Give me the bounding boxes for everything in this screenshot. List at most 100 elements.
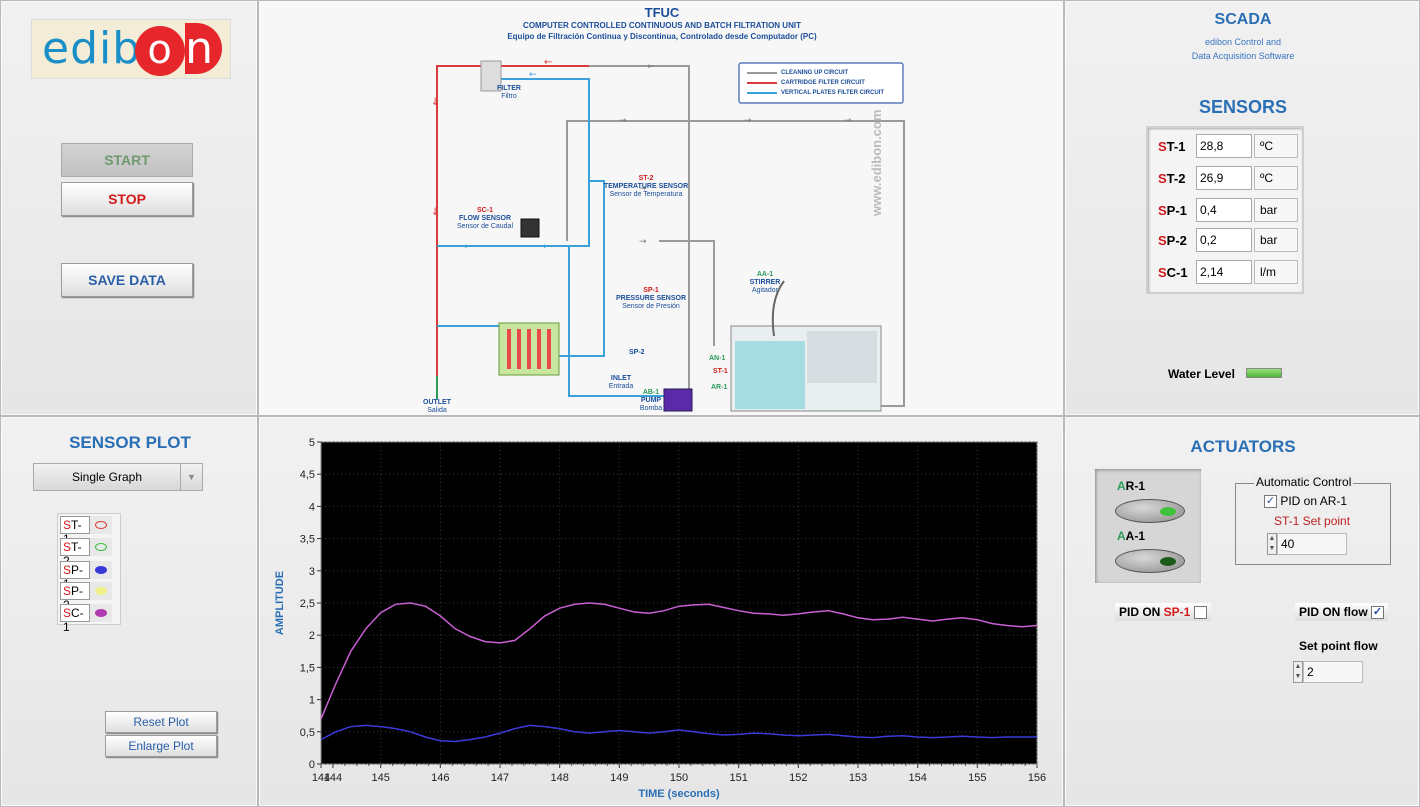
- edibon-logo: edib o n: [31, 19, 231, 79]
- scada-panel: SCADA edibon Control and Data Acquisitio…: [1064, 0, 1420, 416]
- x-tick-label: 153: [849, 772, 867, 784]
- legend-item-sp2[interactable]: SP-2: [60, 582, 112, 612]
- graph-mode-value: Single Graph: [71, 470, 143, 484]
- legend-item-sc1[interactable]: SC-1: [60, 604, 112, 634]
- pid-sp1-toggle[interactable]: PID ON SP-1: [1115, 603, 1211, 622]
- st1-setpoint-label: ST-1 Set point: [1274, 514, 1351, 528]
- setpoint-flow-control[interactable]: ▲ ▼ 2: [1293, 661, 1363, 683]
- stop-button[interactable]: STOP: [61, 182, 193, 216]
- water-level-label: Water Level: [1168, 367, 1235, 381]
- actuators-title: ACTUATORS: [1190, 437, 1296, 456]
- st2-value: 26,9: [1196, 166, 1252, 190]
- ar1-toggle[interactable]: [1115, 499, 1185, 523]
- flow-sensor-block: [520, 218, 540, 238]
- aa1-label: AA-1 STIRRER Agitador: [749, 271, 781, 294]
- st1-label: ST-1: [713, 368, 728, 375]
- sp2-swatch-icon: [95, 587, 107, 595]
- ar1-led-icon: [1160, 507, 1176, 516]
- pid-flow-checkbox[interactable]: ✓: [1371, 606, 1385, 620]
- pid-ar1-row[interactable]: ✓ PID on AR-1: [1264, 494, 1348, 509]
- aa1-led-icon: [1160, 557, 1176, 566]
- diagram-title: TFUC: [644, 5, 680, 20]
- inlet-label: INLET Entrada: [608, 375, 634, 390]
- y-tick-label: 0,5: [300, 727, 315, 739]
- pid-sp1-checkbox[interactable]: [1193, 606, 1207, 620]
- legend-cartridge-text: CARTRIDGE FILTER CIRCUIT: [781, 80, 865, 86]
- setpoint-flow-spinner[interactable]: ▲ ▼: [1293, 661, 1303, 683]
- x-tick-label: 144: [312, 772, 330, 784]
- enlarge-plot-button[interactable]: Enlarge Plot: [105, 735, 217, 757]
- filter-label: FILTER Filtro: [497, 85, 521, 100]
- y-tick-label: 2: [309, 630, 315, 642]
- flow-arrows-blue: ← ← →: [464, 70, 547, 252]
- svg-text:→: →: [429, 207, 440, 215]
- legend-item-sp1[interactable]: SP-1: [60, 561, 112, 591]
- st1-setpoint-input[interactable]: 40: [1277, 533, 1347, 555]
- sc1-label: SC-1 FLOW SENSOR Sensor de Caudal: [456, 207, 514, 230]
- svg-text:←: ←: [529, 70, 537, 80]
- sensor-plot-title: SENSOR PLOT: [69, 433, 191, 452]
- y-tick-label: 0: [309, 759, 315, 771]
- sensors-title: SENSORS: [1198, 97, 1288, 117]
- graph-mode-select[interactable]: Single Graph ▼: [33, 463, 203, 491]
- svg-text:→: →: [539, 242, 547, 252]
- chevron-down-icon[interactable]: ▼: [180, 464, 202, 490]
- y-tick-label: 1: [309, 695, 315, 707]
- sp2-value: 0,2: [1196, 228, 1252, 252]
- st1-setpoint-spinner[interactable]: ▲ ▼: [1267, 533, 1277, 555]
- x-tick-label: 150: [670, 772, 688, 784]
- svg-text:→: →: [429, 97, 440, 105]
- y-tick-label: 3,5: [300, 534, 315, 546]
- automatic-control-group: Automatic Control ✓ PID on AR-1 ST-1 Set…: [1235, 475, 1391, 565]
- st1-setpoint-control[interactable]: ▲ ▼ 40: [1267, 533, 1347, 555]
- pid-ar1-checkbox[interactable]: ✓: [1264, 495, 1277, 509]
- cleaning-feed-pipe: [659, 240, 715, 346]
- process-diagram: ← → → ← → → → → → ← ← →: [429, 57, 905, 412]
- ar1-label: AR-1: [1117, 479, 1146, 493]
- st1-value: 28,8: [1196, 134, 1252, 158]
- cartridge-circuit-pipe: [436, 65, 589, 396]
- x-tick-label: 151: [729, 772, 747, 784]
- x-tick-label: 148: [550, 772, 568, 784]
- logo-o-badge: o: [135, 25, 186, 76]
- setpoint-flow-label: Set point flow: [1299, 639, 1378, 653]
- legend-item-st1[interactable]: ST-1: [60, 516, 112, 546]
- sp1-label: SP-1 PRESSURE SENSOR Sensor de Presión: [615, 287, 687, 310]
- scada-line2: Data Acquisition Software: [1191, 51, 1295, 61]
- svg-text:→: →: [844, 116, 852, 126]
- filter-housing: [480, 60, 502, 92]
- svg-text:→: →: [639, 184, 647, 194]
- sp1-value: 0,4: [1196, 198, 1252, 222]
- sensor-row-sp2: SP-2 0,2 bar: [1158, 228, 1298, 252]
- ar1-small-label: AR-1: [711, 384, 728, 391]
- sc1-value: 2,14: [1196, 260, 1252, 284]
- aa1-toggle[interactable]: [1115, 549, 1185, 573]
- stirrer-shaft: [771, 280, 785, 337]
- flow-arrows-grey: ← → → → → →: [619, 62, 852, 247]
- y-tick-label: 1,5: [300, 662, 315, 674]
- sensor-readings: ST-1 28,8 ºC ST-2 26,9 ºC SP-1 0,4 bar SP-2 0,2…: [1146, 126, 1304, 294]
- y-tick-label: 5: [309, 437, 315, 449]
- save-data-button[interactable]: SAVE DATA: [61, 263, 193, 297]
- plates-circuit-pipe-4: [559, 180, 605, 357]
- st1-swatch-icon: [95, 521, 107, 529]
- st2-swatch-icon: [95, 543, 107, 551]
- start-button[interactable]: START: [61, 143, 193, 177]
- an1-label: AN-1: [709, 355, 726, 362]
- water-level-indicator: [1246, 368, 1282, 378]
- pump-label: AB-1 PUMP Bomba: [639, 389, 663, 412]
- pid-flow-toggle[interactable]: PID ON flow ✓: [1295, 603, 1389, 622]
- sensor-row-sc1: SC-1 2,14 l/m: [1158, 260, 1298, 284]
- x-tick-label: 149: [610, 772, 628, 784]
- x-tick-label: 152: [789, 772, 807, 784]
- automatic-control-title: Automatic Control: [1254, 475, 1354, 489]
- pump: [663, 388, 693, 412]
- sensor-row-st1: ST-1 28,8 ºC: [1158, 134, 1298, 158]
- setpoint-flow-input[interactable]: 2: [1303, 661, 1363, 683]
- x-tick-label: 146: [431, 772, 449, 784]
- watermark: www.edibon.com: [869, 109, 884, 216]
- reset-plot-button[interactable]: Reset Plot: [105, 711, 217, 733]
- legend-item-st2[interactable]: ST-2: [60, 538, 112, 568]
- x-tick-label: 155: [968, 772, 986, 784]
